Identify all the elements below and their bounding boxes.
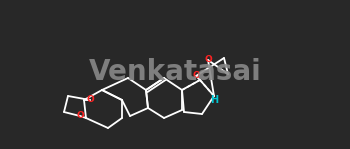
Text: O: O xyxy=(86,96,94,104)
Text: O: O xyxy=(76,111,84,121)
Text: O: O xyxy=(204,55,212,65)
Text: H: H xyxy=(210,95,218,105)
Text: Venkatasai: Venkatasai xyxy=(89,58,261,86)
Text: O: O xyxy=(192,72,200,80)
